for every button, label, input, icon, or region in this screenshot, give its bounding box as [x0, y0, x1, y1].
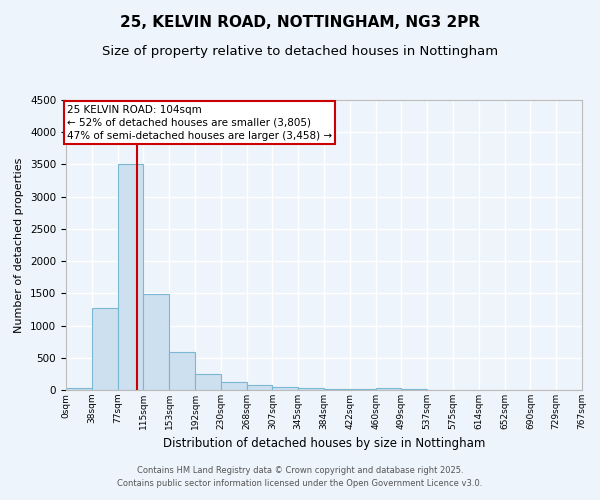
Bar	[169, 352, 195, 390]
Bar	[324, 388, 350, 390]
Bar	[66, 388, 92, 390]
Bar	[195, 374, 221, 390]
Text: Size of property relative to detached houses in Nottingham: Size of property relative to detached ho…	[102, 45, 498, 58]
Text: 25, KELVIN ROAD, NOTTINGHAM, NG3 2PR: 25, KELVIN ROAD, NOTTINGHAM, NG3 2PR	[120, 15, 480, 30]
Text: 25 KELVIN ROAD: 104sqm
← 52% of detached houses are smaller (3,805)
47% of semi-: 25 KELVIN ROAD: 104sqm ← 52% of detached…	[67, 104, 332, 141]
Bar	[92, 308, 118, 390]
Bar	[118, 164, 143, 390]
Bar	[350, 389, 376, 390]
Bar	[272, 388, 298, 390]
Bar	[143, 294, 169, 390]
Bar	[221, 382, 247, 390]
Bar	[298, 388, 324, 390]
Bar	[247, 385, 272, 390]
Text: Contains HM Land Registry data © Crown copyright and database right 2025.
Contai: Contains HM Land Registry data © Crown c…	[118, 466, 482, 487]
Bar	[376, 388, 401, 390]
X-axis label: Distribution of detached houses by size in Nottingham: Distribution of detached houses by size …	[163, 438, 485, 450]
Y-axis label: Number of detached properties: Number of detached properties	[14, 158, 25, 332]
